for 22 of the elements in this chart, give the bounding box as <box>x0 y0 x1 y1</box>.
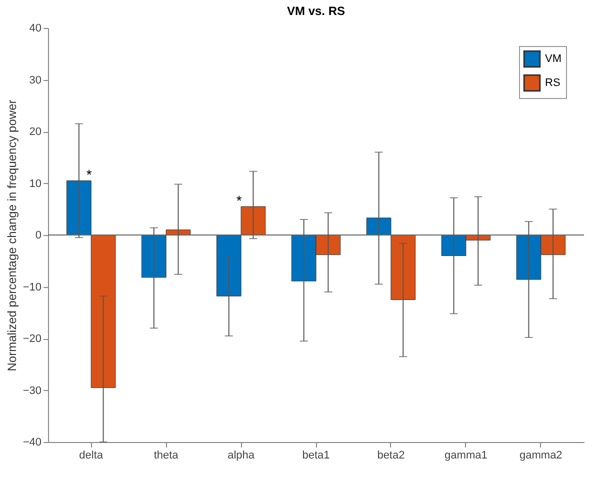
x-tick-label: gamma1 <box>444 450 488 462</box>
x-tick-label: alpha <box>228 450 256 462</box>
x-tick-label: theta <box>154 450 180 462</box>
annotation: * <box>86 166 92 182</box>
y-axis-title: Normalized percentage change in frequency power <box>4 100 19 372</box>
legend-label: VM <box>545 53 562 65</box>
chart-title: VM vs. RS <box>286 4 346 18</box>
y-tick-label: −10 <box>22 281 42 294</box>
y-tick-label: 30 <box>29 74 42 86</box>
x-tick-label: gamma2 <box>519 450 562 462</box>
x-tick-label: beta1 <box>302 450 330 462</box>
legend-label: RS <box>545 77 560 89</box>
y-tick-label: −40 <box>22 436 42 448</box>
y-tick-label: −20 <box>22 333 42 345</box>
annotation: * <box>236 192 242 208</box>
y-tick-label: −30 <box>22 384 42 397</box>
y-tick-label: 10 <box>29 178 42 190</box>
x-tick-label: delta <box>79 450 104 462</box>
y-tick-label: 40 <box>29 22 42 34</box>
x-tick-label: beta2 <box>377 450 405 462</box>
y-tick-label: 20 <box>29 126 42 138</box>
y-tick-label: 0 <box>35 230 42 242</box>
